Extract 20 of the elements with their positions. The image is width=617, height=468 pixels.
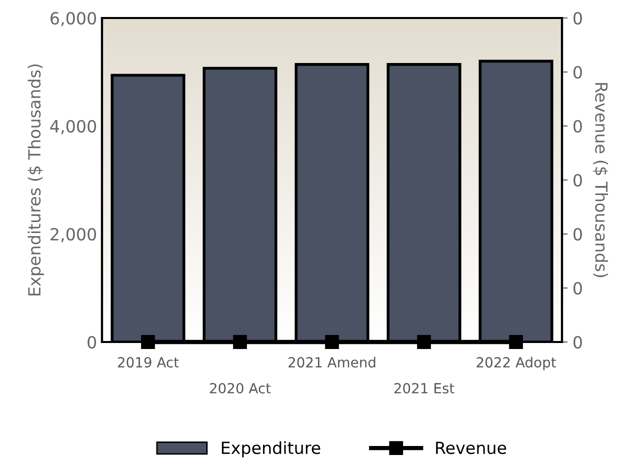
y-tick-label: 0: [88, 336, 96, 349]
y2-tick-label: 0: [574, 66, 582, 79]
x-tick-label: 2021 Est: [394, 382, 454, 394]
legend-label: Expenditure: [222, 441, 320, 458]
x-tick-label: 2021 Amend: [288, 356, 376, 368]
y2-tick-label: 0: [574, 12, 582, 25]
y2-tick-label: 0: [574, 336, 582, 349]
y2-axis-title: Revenue ($ Thousands): [592, 83, 608, 278]
x-tick-label: 2020 Act: [210, 382, 271, 394]
y-tick-label: 4,000: [50, 120, 96, 134]
y2-tick-label: 0: [574, 120, 582, 133]
legend-label: Revenue: [436, 442, 506, 454]
y2-tick-label: 0: [574, 282, 582, 295]
y2-tick-label: 0: [574, 228, 582, 241]
y-tick-label: 2,000: [50, 228, 96, 242]
x-tick-label: 2022 Adopt: [476, 356, 556, 370]
y-axis-title: Expenditures ($ Thousands): [28, 64, 44, 296]
y2-tick-label: 0: [574, 174, 582, 187]
y-tick-label: 6,000: [50, 12, 96, 26]
x-tick-label: 2019 Act: [118, 357, 179, 368]
